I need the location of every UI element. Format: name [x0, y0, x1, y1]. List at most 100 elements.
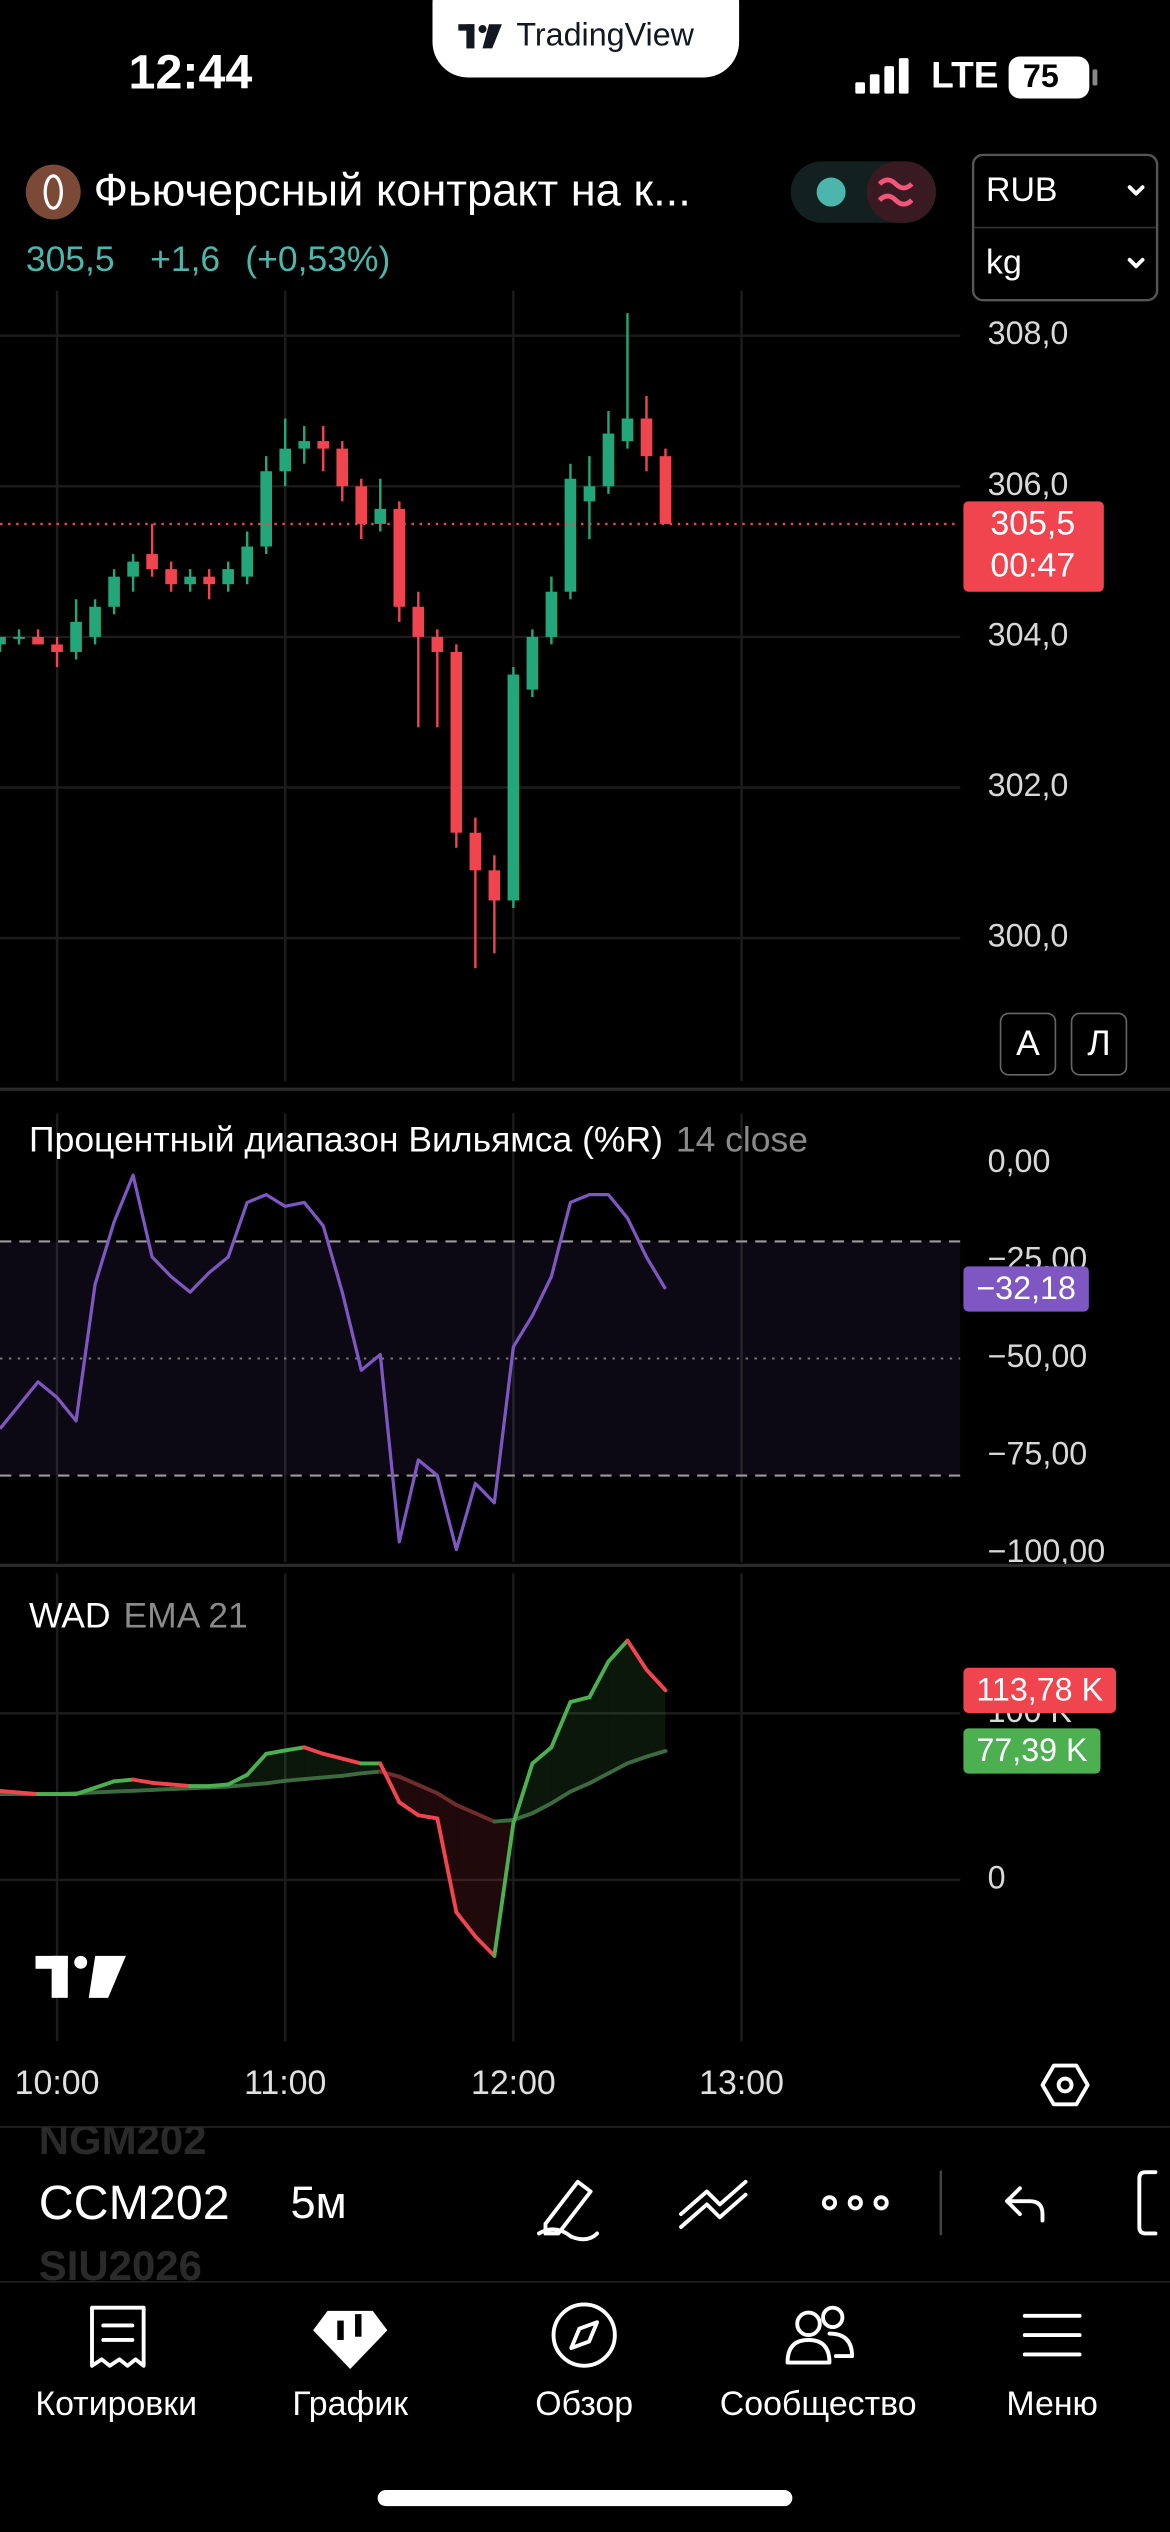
- indicator-segment: [74, 1785, 98, 1797]
- candle-body: [241, 546, 253, 577]
- indicator-segment: [397, 1800, 421, 1818]
- symbol-above: NGM202: [39, 2116, 207, 2163]
- countdown-label: 00:47: [990, 546, 1075, 584]
- indicators-icon[interactable]: [679, 2179, 748, 2229]
- toolbar-symbol[interactable]: CCM202: [39, 2176, 230, 2230]
- timeframe[interactable]: 5м: [290, 2177, 346, 2228]
- indicator-segment: [549, 1789, 573, 1806]
- auto-scale-button[interactable]: [999, 1012, 1057, 1076]
- indicator-segment: [359, 1769, 383, 1776]
- candle-body: [659, 456, 672, 524]
- banner-logo: [458, 24, 502, 49]
- indicator-segment: [93, 1789, 117, 1795]
- nav-label[interactable]: Обзор: [535, 2385, 633, 2423]
- indicator-segment: [492, 1817, 516, 1824]
- area-between: [646, 1669, 666, 1757]
- indicator-segment: [131, 1787, 155, 1793]
- indicator-segment: [226, 1772, 250, 1787]
- candle-body: [279, 448, 292, 472]
- nav-label[interactable]: Котировки: [35, 2385, 197, 2423]
- log-scale-label[interactable]: Л: [1087, 1023, 1110, 1063]
- candle-body: [13, 636, 25, 639]
- indicator-segment: [131, 1777, 155, 1785]
- pane-title: WAD EMA 21: [29, 1596, 248, 1636]
- nav-label[interactable]: Сообщество: [720, 2385, 917, 2423]
- indicator-segment: [340, 1756, 364, 1766]
- indicator-segment: [112, 1777, 136, 1784]
- area-between: [285, 1747, 305, 1781]
- candle-body: [89, 606, 101, 637]
- indicator-segment: [302, 1775, 326, 1782]
- candle-body: [374, 508, 387, 524]
- candle-body: [355, 486, 368, 524]
- auto-scale-label[interactable]: A: [1016, 1023, 1040, 1063]
- indicator-segment: [625, 1754, 649, 1766]
- banner-text: TradingView: [516, 17, 694, 53]
- area-between: [456, 1804, 476, 1937]
- indicator-segment: [473, 1934, 497, 1958]
- nav-icon-quotes[interactable]: [90, 2305, 146, 2368]
- settings-icon[interactable]: [1040, 2063, 1090, 2107]
- nav-icon-explore[interactable]: [551, 2302, 617, 2368]
- indicator-segment: [112, 1788, 136, 1794]
- symbol-icon-leaf: [43, 174, 63, 210]
- indicator-segment: [530, 1801, 554, 1816]
- candle-body: [545, 591, 558, 637]
- fullscreen-icon[interactable]: [1137, 2170, 1158, 2236]
- last-price-box: [963, 501, 1104, 592]
- indicator-segment: [226, 1782, 250, 1789]
- more-icon[interactable]: [821, 2195, 889, 2211]
- indicator-segment: [644, 1667, 668, 1693]
- nav-icon-menu[interactable]: [1022, 2313, 1082, 2357]
- indicator-segment: [644, 1749, 668, 1759]
- indicator-segment: [511, 1761, 535, 1826]
- undo-icon[interactable]: [1005, 2186, 1045, 2223]
- candle-body: [640, 418, 653, 457]
- y-tick-label: 0,00: [988, 1143, 1051, 1179]
- currency[interactable]: RUB: [986, 171, 1058, 209]
- candle-body: [488, 870, 501, 901]
- indicator-segment: [283, 1745, 307, 1753]
- symbol-icon: [25, 164, 81, 220]
- delayed-icon: [877, 177, 914, 207]
- y-tick-label: 308,0: [988, 315, 1069, 351]
- candle-body: [450, 651, 463, 833]
- log-scale-button[interactable]: [1070, 1012, 1128, 1076]
- symbol-picker[interactable]: NGM202 CCM202 SIU2026: [39, 2116, 230, 2289]
- indicator-segment: [169, 1786, 193, 1792]
- candle-body: [526, 636, 539, 690]
- indicator-segment: [150, 1780, 174, 1787]
- nav-icon-community[interactable]: [785, 2305, 855, 2365]
- indicator-segment: [568, 1781, 592, 1794]
- area-between: [532, 1747, 552, 1814]
- header-price: 305,5: [26, 239, 115, 279]
- indicator-segment: [435, 1791, 459, 1807]
- indicator-segment: [606, 1761, 630, 1776]
- symbol-below: SIU2026: [39, 2242, 202, 2289]
- home-indicator: [377, 2490, 793, 2507]
- candle-body: [203, 576, 215, 585]
- pane-title-main: Процентный диапазон Вильямса (%R): [29, 1120, 663, 1160]
- nav-icon-chart[interactable]: [313, 2310, 388, 2370]
- draw-tool-icon[interactable]: [537, 2179, 600, 2242]
- indicator-segment: [150, 1787, 174, 1792]
- candle-body: [412, 606, 425, 637]
- indicator-segment: [435, 1816, 459, 1915]
- value-label-box: [963, 1266, 1089, 1312]
- symbol-name[interactable]: Фьючерсный контракт на к...: [94, 165, 691, 216]
- candle-body: [70, 621, 82, 652]
- candle-body: [336, 448, 349, 487]
- indicator-segment: [397, 1774, 421, 1787]
- nav-label[interactable]: График: [292, 2385, 408, 2423]
- candle-body: [146, 554, 158, 570]
- battery-icon: [1008, 56, 1090, 99]
- y-tick-label: −100,00: [988, 1533, 1106, 1569]
- unit[interactable]: kg: [986, 244, 1022, 282]
- x-tick-label: 10:00: [15, 2064, 100, 2102]
- area-between: [418, 1784, 438, 1819]
- y-tick-label: 306,0: [988, 466, 1069, 502]
- indicator-segment: [378, 1761, 402, 1805]
- battery-nub: [1092, 69, 1098, 86]
- nav-label[interactable]: Меню: [1006, 2385, 1098, 2423]
